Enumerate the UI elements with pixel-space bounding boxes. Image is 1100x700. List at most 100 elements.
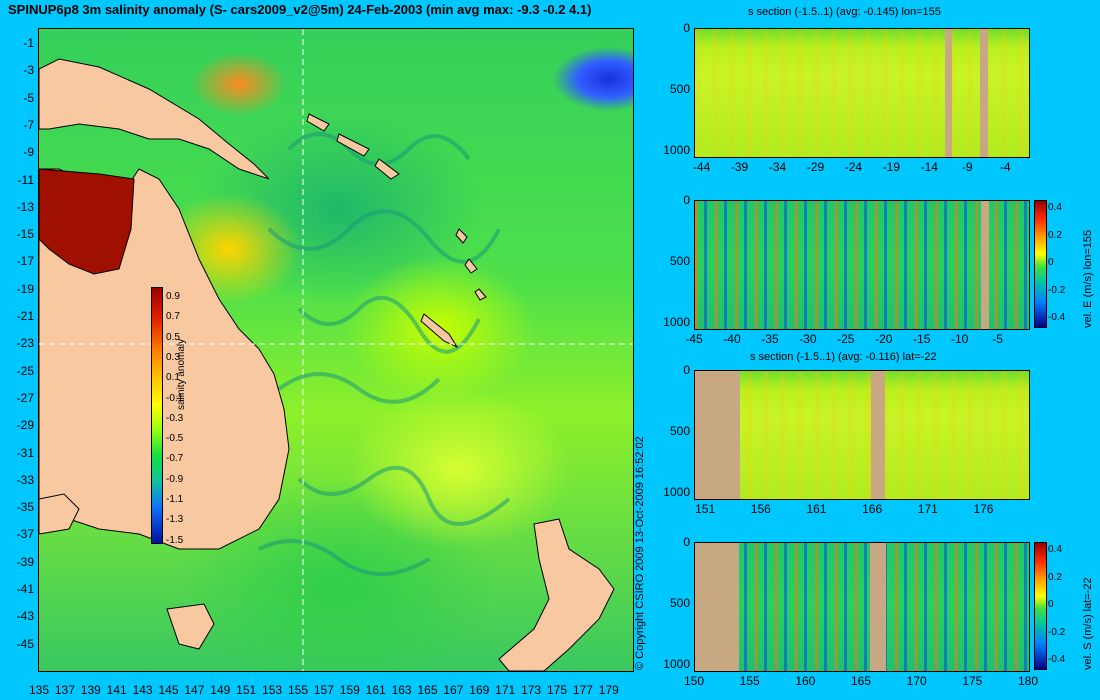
colorbar-tick: -1.5: [166, 534, 184, 546]
section-3-depth-tick: 1000: [663, 484, 690, 499]
gulf-carpentaria-anomaly: [39, 168, 135, 275]
section-2-x-tick: -20: [875, 332, 893, 346]
section-1-land-strip-2: [980, 29, 988, 157]
section-4-colorbar-tick: -0.2: [1048, 626, 1066, 638]
colorbar-tick: -0.5: [166, 433, 184, 445]
page-title: SPINUP6p8 3m salinity anomaly (S- cars20…: [8, 2, 592, 17]
map-lon-tick: 137: [54, 683, 75, 697]
section-1-x-tick: -24: [844, 160, 863, 174]
colorbar-tick: 0.1: [166, 372, 180, 384]
section-4-colorbar-tick: 0.2: [1048, 571, 1062, 583]
section-4-colorbar-tick: -0.4: [1048, 654, 1066, 665]
section-3-depth-tick: 0: [683, 363, 690, 377]
salinity-map[interactable]: [38, 28, 634, 672]
solomon-islands: [306, 113, 400, 180]
section-3-land-strip: [871, 371, 885, 499]
map-lat-tick: -21: [16, 309, 34, 323]
map-lat-tick: -13: [16, 199, 34, 214]
map-lat-tick: -23: [16, 336, 34, 351]
map-lat-tick: -39: [16, 554, 34, 569]
colorbar-tick: 0.3: [166, 351, 180, 363]
map-lon-tick: 173: [521, 683, 542, 697]
section-2-depth-tick: 0: [683, 193, 690, 207]
section-4-x-tick: 180: [1017, 674, 1039, 688]
colorbar-tick: -1.3: [166, 514, 184, 526]
section-1-plot[interactable]: [694, 28, 1030, 158]
section-1-x-tick: -14: [920, 160, 938, 174]
section-2-colorbar: [1034, 200, 1047, 328]
section-2-depth-tick: 1000: [663, 314, 690, 329]
section-4-land-coast: [695, 543, 739, 671]
section-2-colorbar-tick: -0.2: [1048, 284, 1066, 296]
section-1-depth-tick: 1000: [663, 142, 690, 157]
section-4-x-tick: 175: [962, 674, 983, 688]
section-1-depth-tick: 0: [683, 21, 690, 35]
section-4-depth-tick: 0: [683, 535, 690, 549]
section-1-x-tick: -44: [692, 160, 711, 174]
section-4-colorbar: [1034, 542, 1047, 670]
section-3-x-tick: 151: [695, 502, 716, 516]
map-lat-tick: -5: [23, 90, 34, 105]
section-3-x-tick: 156: [750, 502, 771, 516]
section-1-depth-tick: 500: [669, 81, 690, 96]
section-2-x-tick: -30: [799, 332, 817, 346]
map-lat-tick: -33: [16, 472, 34, 487]
map-lat-tick: -15: [16, 227, 34, 242]
map-lon-tick: 161: [365, 683, 386, 697]
map-lat-tick: -17: [16, 254, 34, 269]
section-2-colorbar-tick: 0.2: [1048, 229, 1062, 241]
map-lat-tick: -9: [23, 145, 34, 160]
section-3-title: s section (-1.5..1) (avg: -0.116) lat=-2…: [750, 351, 937, 363]
new-guinea-land: [39, 58, 270, 180]
map-lon-tick: 171: [495, 683, 516, 697]
map-lat-tick: -3: [23, 63, 34, 78]
section-2-colorbar-label: vel. E (m/s) lon=155: [1082, 229, 1094, 328]
colorbar-label: salinity anomaly: [176, 338, 187, 410]
section-2-x-tick: -40: [723, 332, 741, 346]
section-3-land-coast: [695, 371, 740, 499]
map-lon-tick: 147: [184, 683, 205, 697]
map-lon-tick: 167: [443, 683, 464, 697]
map-overlay: [39, 29, 633, 671]
colorbar-tick: -0.7: [166, 453, 184, 465]
section-1-title: s section (-1.5..1) (avg: -0.145) lon=15…: [748, 6, 941, 18]
map-lat-tick: -43: [16, 609, 34, 624]
map-lat-tick: -41: [16, 582, 34, 596]
colorbar-tick: -0.1: [166, 392, 184, 404]
map-lat-tick: -37: [16, 527, 34, 542]
map-lon-tick: 153: [262, 683, 283, 697]
section-2-x-tick: -25: [837, 332, 855, 346]
section-4-plot[interactable]: [694, 542, 1030, 672]
vanuatu-islands: [455, 228, 487, 301]
map-lat-tick: -35: [16, 500, 34, 515]
section-3-x-tick: 171: [917, 502, 938, 516]
map-lon-tick: 145: [158, 683, 179, 697]
colorbar-tick: 0.5: [166, 331, 180, 343]
map-lon-tick: 151: [236, 683, 257, 697]
map-lon-tick: 163: [391, 683, 412, 697]
section-4-depth-tick: 500: [669, 595, 690, 610]
map-lat-tick: -25: [16, 363, 34, 378]
map-lon-tick: 177: [572, 683, 593, 697]
map-lon-tick: 139: [80, 683, 101, 697]
section-1-x-tick: -29: [806, 160, 825, 174]
colorbar-tick: -0.9: [166, 473, 184, 485]
map-lon-tick: 165: [417, 683, 438, 697]
section-1-x-tick: -39: [730, 160, 749, 174]
map-lon-tick: 159: [339, 683, 360, 697]
map-lon-tick: 135: [28, 683, 50, 697]
section-3-plot[interactable]: [694, 370, 1030, 500]
map-lon-tick: 141: [106, 683, 127, 697]
section-3-x-tick: 166: [862, 502, 883, 516]
section-4-colorbar-tick: 0: [1048, 599, 1054, 610]
map-lon-tick: 179: [598, 683, 619, 697]
section-1-land-strip: [945, 29, 952, 157]
map-lon-tick: 143: [132, 683, 153, 697]
section-1-x-tick: -34: [768, 160, 787, 174]
section-4-land-strip: [870, 543, 886, 671]
section-4-colorbar-label: vel. S (m/s) lat=-22: [1082, 577, 1094, 670]
section-4-x-tick: 165: [850, 674, 872, 688]
section-2-plot[interactable]: [694, 200, 1030, 330]
section-3-x-tick: 176: [973, 502, 994, 516]
section-2-depth-tick: 500: [669, 253, 690, 268]
